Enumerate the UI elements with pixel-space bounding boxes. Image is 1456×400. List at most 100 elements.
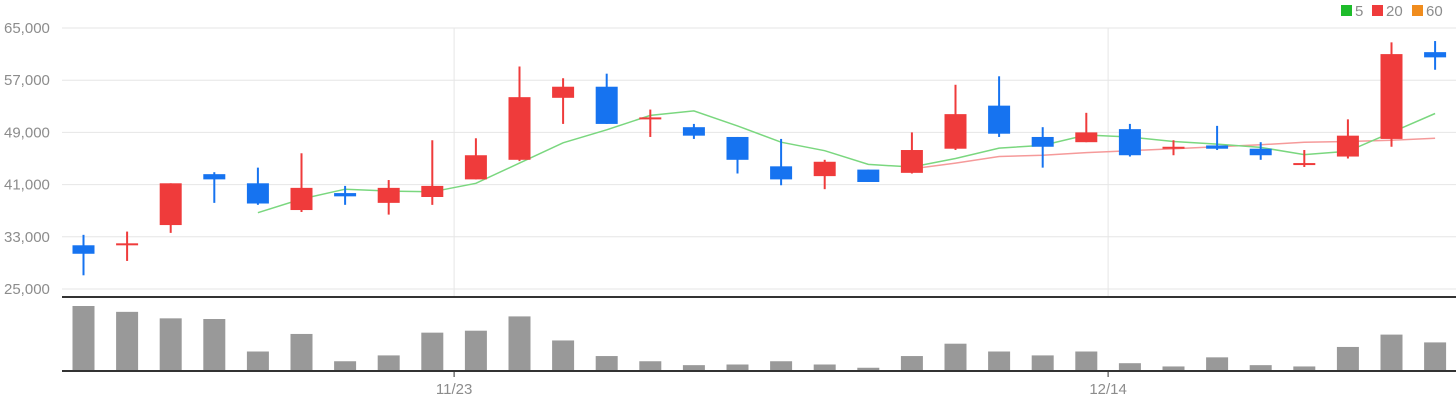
volume-bar — [944, 343, 967, 371]
candlesticks — [72, 41, 1447, 276]
candle — [421, 140, 444, 205]
x-tick-label: 11/23 — [436, 381, 472, 398]
volume-bar — [1424, 342, 1447, 371]
volume-bar — [1206, 357, 1229, 371]
ma5-line — [257, 110, 1436, 214]
y-tick-label: 49,000 — [4, 124, 50, 141]
candle-body — [1249, 148, 1272, 156]
volume-bar — [682, 365, 705, 371]
candle-body — [159, 183, 182, 226]
candle-body — [1336, 135, 1359, 157]
volume-bar — [857, 367, 880, 371]
candle-body — [1075, 132, 1098, 143]
volume-bar — [421, 332, 444, 371]
volume-bar — [988, 351, 1011, 371]
candle-body — [290, 187, 313, 211]
legend-swatch — [1341, 5, 1352, 16]
legend-label: 60 — [1426, 3, 1443, 20]
candle — [1118, 123, 1141, 157]
legend: 5 20 60 — [1341, 3, 1443, 20]
candle-body — [246, 183, 269, 204]
candle-body — [770, 166, 793, 180]
candle — [464, 138, 487, 180]
x-tick-label: 12/14 — [1089, 381, 1127, 398]
candle — [770, 138, 793, 186]
candle — [900, 132, 923, 174]
candle-body — [900, 150, 923, 173]
grid-lines — [62, 27, 1456, 290]
y-axis-ticks: 65,000 57,000 49,000 41,000 33,000 25,000 — [4, 20, 50, 298]
volume-bar — [770, 361, 793, 371]
candle-body — [552, 86, 575, 98]
volume-bar — [377, 355, 400, 371]
candle-body — [116, 243, 139, 246]
volume-bar — [334, 361, 357, 371]
candle — [508, 66, 531, 162]
y-tick-label: 57,000 — [4, 72, 50, 89]
candle — [1336, 119, 1359, 159]
candle — [1249, 142, 1272, 160]
volume-bar — [246, 351, 269, 371]
candle — [1031, 127, 1054, 168]
candle — [1206, 125, 1229, 151]
candle — [813, 159, 836, 190]
legend-swatch — [1412, 5, 1423, 16]
volume-bar — [1162, 366, 1185, 371]
candle-body — [1118, 129, 1141, 156]
candle-body — [508, 97, 531, 160]
candle — [1162, 140, 1185, 156]
candle-body — [944, 114, 967, 149]
legend-label: 20 — [1386, 3, 1403, 20]
candle-body — [334, 193, 357, 197]
volume-bar — [639, 361, 662, 371]
candle-body — [464, 155, 487, 180]
candle — [377, 180, 400, 215]
y-tick-label: 25,000 — [4, 281, 50, 298]
volume-bar — [1118, 363, 1141, 371]
candle — [203, 172, 226, 203]
candle — [1293, 150, 1316, 167]
volume-bar — [159, 318, 182, 371]
x-axis-ticks: 11/23 12/14 — [436, 381, 1127, 398]
candle — [334, 185, 357, 205]
candle-body — [1424, 52, 1447, 58]
candle-body — [1380, 54, 1403, 139]
volume-bar — [726, 364, 749, 371]
candle — [682, 123, 705, 139]
legend-swatch — [1372, 5, 1383, 16]
candle-body — [988, 105, 1011, 134]
candle — [1380, 42, 1403, 147]
volume-bar — [1336, 346, 1359, 371]
candle-body — [639, 117, 662, 120]
candle-body — [1162, 146, 1185, 149]
candle — [988, 76, 1011, 137]
y-tick-label: 33,000 — [4, 229, 50, 246]
volume-bar — [813, 364, 836, 371]
volume-bar — [290, 333, 313, 371]
volume-bar — [1031, 355, 1054, 371]
volume-bar — [1293, 366, 1316, 371]
candle — [552, 78, 575, 124]
candle-body — [421, 185, 444, 197]
candle-body — [1031, 136, 1054, 147]
candle — [857, 169, 880, 182]
volume-bar — [1380, 334, 1403, 371]
moving-averages — [257, 110, 1436, 214]
volume-bar — [595, 356, 618, 371]
volume-bar — [116, 311, 139, 371]
candle-body — [682, 127, 705, 136]
candle-body — [595, 86, 618, 124]
volume-bars — [72, 306, 1447, 371]
candle-body — [1206, 145, 1229, 149]
candle-body — [813, 161, 836, 177]
y-tick-label: 41,000 — [4, 177, 50, 194]
y-tick-label: 65,000 — [4, 20, 50, 37]
volume-bar — [464, 330, 487, 371]
candle — [726, 136, 749, 174]
volume-bar — [552, 340, 575, 371]
candle-body — [857, 169, 880, 182]
candle-body — [203, 174, 226, 180]
candle-body — [377, 187, 400, 203]
candle — [1075, 112, 1098, 143]
